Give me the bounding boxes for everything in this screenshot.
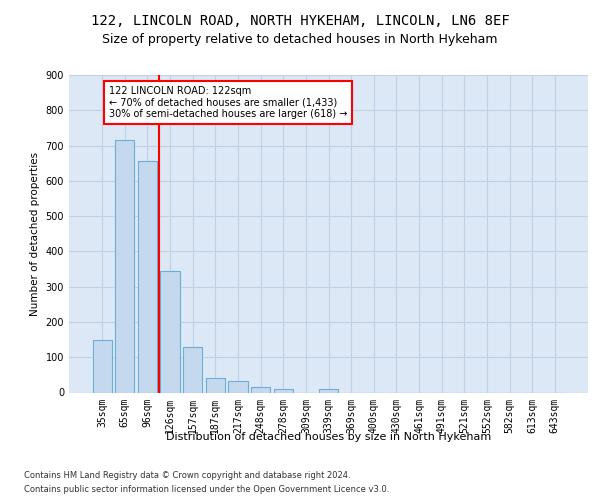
- Text: Distribution of detached houses by size in North Hykeham: Distribution of detached houses by size …: [166, 432, 491, 442]
- Text: Contains public sector information licensed under the Open Government Licence v3: Contains public sector information licen…: [24, 485, 389, 494]
- Bar: [92, 340, 112, 392]
- Bar: [160, 271, 180, 392]
- Bar: [138, 162, 157, 392]
- Bar: [274, 388, 293, 392]
- Bar: [183, 346, 202, 393]
- Bar: [319, 389, 338, 392]
- Bar: [115, 140, 134, 392]
- Bar: [206, 378, 225, 392]
- Y-axis label: Number of detached properties: Number of detached properties: [30, 152, 40, 316]
- Bar: [229, 381, 248, 392]
- Bar: [251, 387, 270, 392]
- Text: 122 LINCOLN ROAD: 122sqm
← 70% of detached houses are smaller (1,433)
30% of sem: 122 LINCOLN ROAD: 122sqm ← 70% of detach…: [109, 86, 347, 119]
- Text: Contains HM Land Registry data © Crown copyright and database right 2024.: Contains HM Land Registry data © Crown c…: [24, 471, 350, 480]
- Text: 122, LINCOLN ROAD, NORTH HYKEHAM, LINCOLN, LN6 8EF: 122, LINCOLN ROAD, NORTH HYKEHAM, LINCOL…: [91, 14, 509, 28]
- Text: Size of property relative to detached houses in North Hykeham: Size of property relative to detached ho…: [102, 32, 498, 46]
